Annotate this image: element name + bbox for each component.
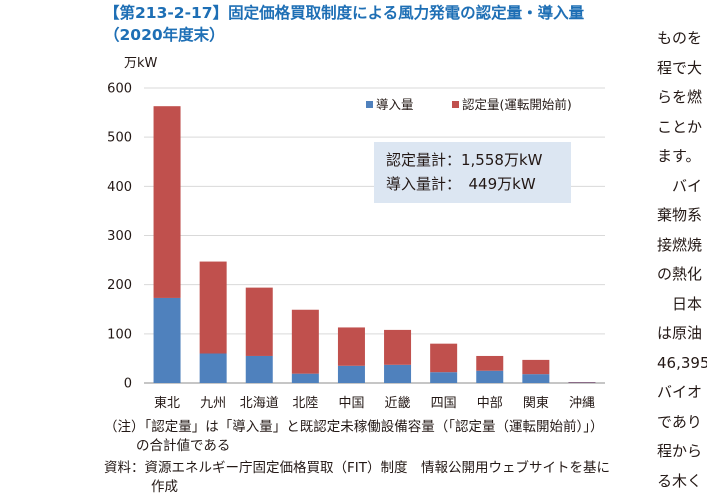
bar-segment-approved: [246, 288, 273, 356]
x-tick-label: 北陸: [292, 395, 318, 411]
bar-segment-installed: [384, 365, 411, 383]
figure-note: （注）「認定量」は「導入量」と既認定未稼働設備容量（「認定量（運転開始前）」）の…: [104, 418, 614, 455]
body-text-line: 程から: [657, 437, 707, 467]
body-text-line: バイ: [657, 172, 707, 202]
y-tick-label: 100: [107, 327, 132, 342]
y-tick-label: 200: [107, 278, 132, 293]
x-tick-label: 東北: [154, 395, 180, 411]
totals-annotation: 認定量計：1,558万kW 導入量計： 449万kW: [374, 142, 571, 203]
bar-segment-installed: [292, 374, 319, 383]
body-text-line: であり: [657, 408, 707, 438]
bar-segment-approved: [292, 310, 319, 374]
bar-segment-installed: [200, 354, 227, 384]
bar-chart: 万kW 0 100 200 300 400 500 600 東北 九州北海道北陸 中国 近畿 四国 中…: [0, 0, 620, 420]
y-tick-label: 500: [107, 131, 132, 146]
y-tick-label: 300: [107, 229, 132, 244]
bar-segment-approved: [476, 356, 503, 371]
body-text-line: 接燃焼: [657, 231, 707, 261]
x-tick-label: 北海道: [240, 396, 279, 411]
bar-segment-installed: [476, 371, 503, 383]
x-tick-label: 沖縄: [569, 396, 595, 411]
legend-label-installed: 導入量: [376, 97, 414, 112]
source-text: 資料：資源エネルギー庁固定価格買取（FIT）制度 情報公開用ウェブサイトを基に作…: [104, 459, 614, 496]
body-text-line: 棄物系: [657, 201, 707, 231]
body-text-line: 程で大: [657, 54, 707, 84]
body-text-line: る木く: [657, 467, 707, 496]
bar-segment-approved: [154, 106, 181, 298]
bar-segment-installed: [154, 298, 181, 383]
y-axis-label: 万kW: [124, 56, 158, 71]
note-text: （注）「認定量」は「導入量」と既認定未稼働設備容量（「認定量（運転開始前）」）の…: [104, 418, 614, 455]
body-text-line: は原油: [657, 319, 707, 349]
body-text-line: の熱化: [657, 260, 707, 290]
y-tick-label: 600: [107, 82, 132, 97]
x-tick-label: 近畿: [385, 396, 411, 411]
legend: 導入量 認定量(運転開始前): [366, 97, 572, 112]
annotation-line-2: 導入量計： 449万kW: [386, 175, 536, 193]
legend-swatch-installed: [366, 101, 373, 108]
bar-segment-installed: [430, 372, 457, 383]
x-tick-label: 九州: [200, 396, 226, 411]
bar-segment-installed: [246, 356, 273, 383]
bar-segment-approved: [522, 360, 549, 374]
body-text-line: バイオ: [657, 378, 707, 408]
legend-label-approved: 認定量(運転開始前): [462, 97, 572, 112]
body-text-line: 46,395: [657, 349, 707, 379]
body-text-line: ものを: [657, 24, 707, 54]
bar-segment-installed: [338, 366, 365, 383]
y-tick-labels: 0 100 200 300 400 500 600: [107, 82, 132, 392]
bar-segment-installed: [522, 374, 549, 383]
bar-segment-approved: [200, 262, 227, 354]
body-text-line: ことか: [657, 113, 707, 143]
body-text-line: ます。: [657, 142, 707, 172]
x-tick-label: 四国: [431, 396, 457, 411]
x-tick-label: 中部: [477, 396, 503, 411]
bar-segment-approved: [430, 344, 457, 373]
figure-source: 資料：資源エネルギー庁固定価格買取（FIT）制度 情報公開用ウェブサイトを基に作…: [104, 459, 614, 496]
x-tick-labels: 東北 九州北海道北陸 中国 近畿 四国 中部 関東 沖縄: [154, 395, 595, 411]
y-tick-label: 0: [124, 377, 132, 392]
body-text-line: らを燃: [657, 83, 707, 113]
bar-segment-approved: [384, 330, 411, 365]
body-text-line: 日本: [657, 290, 707, 320]
y-tick-label: 400: [107, 180, 132, 195]
annotation-line-1: 認定量計：1,558万kW: [386, 151, 543, 169]
x-tick-label: 中国: [338, 396, 364, 411]
bar-segment-approved: [338, 327, 365, 365]
x-tick-label: 関東: [523, 395, 549, 411]
legend-swatch-approved: [452, 101, 459, 108]
